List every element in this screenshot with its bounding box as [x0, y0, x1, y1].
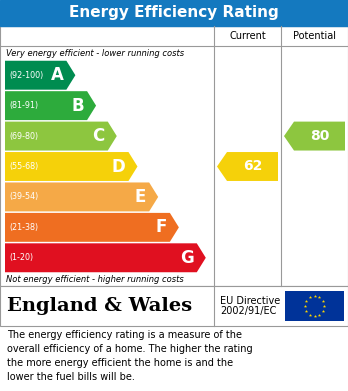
Text: Energy Efficiency Rating: Energy Efficiency Rating [69, 5, 279, 20]
Bar [0, 26, 348, 286]
Text: A: A [50, 66, 63, 84]
Polygon shape [217, 152, 278, 181]
Text: lower the fuel bills will be.: lower the fuel bills will be. [7, 372, 135, 382]
Text: (1-20): (1-20) [9, 253, 33, 262]
Text: D: D [112, 158, 126, 176]
Text: EU Directive: EU Directive [220, 296, 280, 306]
Polygon shape [5, 152, 137, 181]
Text: 62: 62 [243, 160, 262, 174]
Text: F: F [156, 218, 167, 236]
Text: England & Wales: England & Wales [7, 297, 192, 315]
Text: (69-80): (69-80) [9, 131, 38, 141]
Text: (55-68): (55-68) [9, 162, 38, 171]
Text: (39-54): (39-54) [9, 192, 38, 201]
Text: overall efficiency of a home. The higher the rating: overall efficiency of a home. The higher… [7, 344, 253, 354]
Polygon shape [5, 243, 206, 272]
Text: 2002/91/EC: 2002/91/EC [220, 306, 276, 316]
Text: Not energy efficient - higher running costs: Not energy efficient - higher running co… [6, 275, 184, 284]
Text: 80: 80 [310, 129, 329, 143]
Text: E: E [135, 188, 146, 206]
Text: the more energy efficient the home is and the: the more energy efficient the home is an… [7, 358, 233, 368]
Text: B: B [71, 97, 84, 115]
Polygon shape [5, 122, 117, 151]
Text: Potential: Potential [293, 31, 336, 41]
Polygon shape [5, 91, 96, 120]
Text: The energy efficiency rating is a measure of the: The energy efficiency rating is a measur… [7, 330, 242, 340]
Text: (92-100): (92-100) [9, 71, 43, 80]
Text: G: G [180, 249, 194, 267]
Bar [0, 0, 348, 26]
Text: Current: Current [229, 31, 266, 41]
Polygon shape [5, 183, 158, 212]
Polygon shape [5, 213, 179, 242]
Text: C: C [93, 127, 105, 145]
Polygon shape [5, 61, 76, 90]
Text: (81-91): (81-91) [9, 101, 38, 110]
Bar [0, 286, 348, 326]
Bar [285, 291, 344, 321]
Text: Very energy efficient - lower running costs: Very energy efficient - lower running co… [6, 48, 184, 57]
Polygon shape [284, 122, 345, 151]
Text: (21-38): (21-38) [9, 223, 38, 232]
